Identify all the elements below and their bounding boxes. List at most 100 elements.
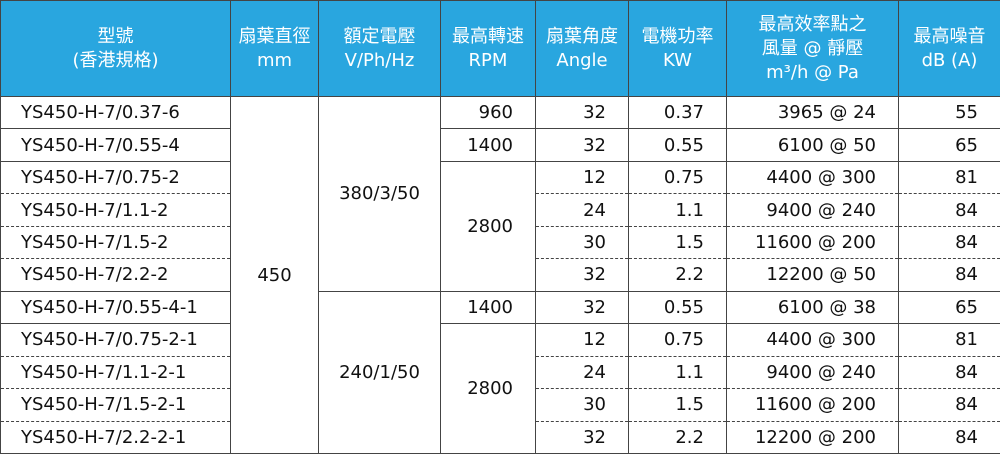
header-line: 扇葉直徑: [238, 25, 311, 47]
header-cell: 電機功率 KW: [628, 0, 727, 97]
header-line: 型號: [97, 25, 134, 47]
angle-cell: 12: [535, 323, 629, 357]
power-cell: 2.2: [628, 420, 727, 454]
voltage-cell: 240/1/50: [318, 290, 441, 454]
header-line: 最高轉速: [452, 25, 524, 47]
airflow-cell: 6100 @ 38: [726, 290, 899, 324]
airflow-cell: 9400 @ 240: [726, 355, 899, 389]
airflow-cell: 3965 @ 24: [726, 95, 899, 129]
power-cell: 0.75: [628, 160, 727, 194]
table-row: YS450-H-7/0.55-4-1 240/1/50 1400 32 0.55 6100…: [0, 290, 1000, 454]
table-row: YS450-H-7/0.75-2-1 2800 12 0.75 4400 @ 300 81: [0, 323, 1000, 454]
noise-cell: 55: [898, 95, 1000, 129]
angle-cell: 32: [535, 258, 629, 292]
airflow-cell: 4400 @ 300: [726, 323, 899, 357]
table-row: YS450-H-7/1.1-2 24 1.1 9400 @ 240 84: [0, 193, 1000, 227]
noise-cell: 84: [898, 193, 1000, 227]
noise-cell: 84: [898, 225, 1000, 259]
table-row: YS450-H-7/2.2-2-1 32 2.2 12200 @ 200 84: [0, 420, 1000, 454]
header-cell: 最高噪音 dB (A): [898, 0, 1000, 97]
power-cell: 1.1: [628, 355, 727, 389]
model-cell: YS450-H-7/0.75-2: [0, 160, 231, 194]
airflow-cell: 12200 @ 50: [726, 258, 899, 292]
header-line: 最高效率點之: [758, 13, 867, 35]
header-line: 最高噪音: [913, 25, 986, 47]
table-row: YS450-H-7/2.2-2 32 2.2 12200 @ 50 84: [0, 258, 1000, 292]
table-row: YS450-H-7/1.1-2-1 24 1.1 9400 @ 240 84: [0, 355, 1000, 389]
model-cell: YS450-H-7/2.2-2-1: [0, 420, 231, 454]
header-line: m³/h @ Pa: [766, 61, 859, 83]
angle-cell: 24: [535, 193, 629, 227]
header-cell: 最高效率點之 風量 @ 靜壓 m³/h @ Pa: [726, 0, 899, 97]
rpm-cell: 960: [440, 95, 536, 129]
table-row: YS450-H-7/0.37-6 450 380/3/50 960 32 0.37 3965…: [0, 95, 1000, 454]
header-line: KW: [663, 49, 692, 71]
header-cell: 扇葉直徑 mm: [230, 0, 319, 97]
table-row: YS450-H-7/0.75-2 2800 12 0.75 4400 @ 300 81: [0, 160, 1000, 292]
airflow-cell: 6100 @ 50: [726, 128, 899, 162]
airflow-cell: 9400 @ 240: [726, 193, 899, 227]
header-line: Angle: [556, 49, 608, 71]
header-row: 型號 (香港規格) 扇葉直徑 mm 額定電壓 V/Ph/Hz 最高轉速 RPM 扇葉角度 Angl…: [0, 0, 1000, 97]
model-cell: YS450-H-7/0.75-2-1: [0, 323, 231, 357]
noise-cell: 81: [898, 160, 1000, 194]
rpm-cell: 1400: [440, 128, 536, 162]
model-cell: YS450-H-7/1.1-2-1: [0, 355, 231, 389]
power-cell: 0.55: [628, 128, 727, 162]
model-cell: YS450-H-7/1.1-2: [0, 193, 231, 227]
model-cell: YS450-H-7/0.55-4-1: [0, 290, 231, 324]
header-cell: 型號 (香港規格): [0, 0, 231, 97]
model-cell: YS450-H-7/1.5-2-1: [0, 388, 231, 422]
airflow-cell: 11600 @ 200: [726, 388, 899, 422]
airflow-cell: 4400 @ 300: [726, 160, 899, 194]
table-row: YS450-H-7/1.5-2 30 1.5 11600 @ 200 84: [0, 225, 1000, 259]
noise-cell: 84: [898, 258, 1000, 292]
airflow-cell: 12200 @ 200: [726, 420, 899, 454]
header-line: V/Ph/Hz: [344, 49, 415, 71]
noise-cell: 84: [898, 420, 1000, 454]
power-cell: 0.37: [628, 95, 727, 129]
header-line: 額定電壓: [343, 25, 416, 47]
angle-cell: 24: [535, 355, 629, 389]
header-line: (香港規格): [72, 49, 159, 71]
model-cell: YS450-H-7/1.5-2: [0, 225, 231, 259]
airflow-cell: 11600 @ 200: [726, 225, 899, 259]
power-cell: 0.55: [628, 290, 727, 324]
rpm-cell: 2800: [440, 160, 536, 292]
diameter-cell: 450: [230, 96, 319, 454]
angle-cell: 32: [535, 420, 629, 454]
header-line: 電機功率: [641, 25, 714, 47]
rpm-cell: 1400: [440, 290, 536, 324]
header-cell: 最高轉速 RPM: [440, 0, 536, 97]
header-line: 扇葉角度: [546, 25, 618, 47]
header-line: 風量 @ 靜壓: [761, 37, 864, 59]
model-cell: YS450-H-7/2.2-2: [0, 258, 231, 292]
header-cell: 額定電壓 V/Ph/Hz: [318, 0, 441, 97]
power-cell: 1.5: [628, 388, 727, 422]
angle-cell: 32: [535, 128, 629, 162]
power-cell: 1.1: [628, 193, 727, 227]
noise-cell: 65: [898, 290, 1000, 324]
noise-cell: 81: [898, 323, 1000, 357]
model-cell: YS450-H-7/0.37-6: [0, 95, 231, 129]
table-row: YS450-H-7/0.55-4 1400 32 0.55 6100 @ 50 65: [0, 128, 1000, 162]
power-cell: 0.75: [628, 323, 727, 357]
angle-cell: 30: [535, 225, 629, 259]
noise-cell: 84: [898, 388, 1000, 422]
model-cell: YS450-H-7/0.55-4: [0, 128, 231, 162]
noise-cell: 65: [898, 128, 1000, 162]
angle-cell: 30: [535, 388, 629, 422]
header-line: mm: [256, 49, 293, 71]
angle-cell: 12: [535, 160, 629, 194]
voltage-cell: 380/3/50: [318, 96, 441, 292]
header-cell: 扇葉角度 Angle: [535, 0, 629, 97]
rpm-cell: 2800: [440, 323, 536, 454]
header-line: RPM: [468, 49, 508, 71]
power-cell: 2.2: [628, 258, 727, 292]
noise-cell: 84: [898, 355, 1000, 389]
angle-cell: 32: [535, 290, 629, 324]
table-row: YS450-H-7/1.5-2-1 30 1.5 11600 @ 200 84: [0, 388, 1000, 422]
header-line: dB (A): [921, 49, 978, 71]
angle-cell: 32: [535, 95, 629, 129]
